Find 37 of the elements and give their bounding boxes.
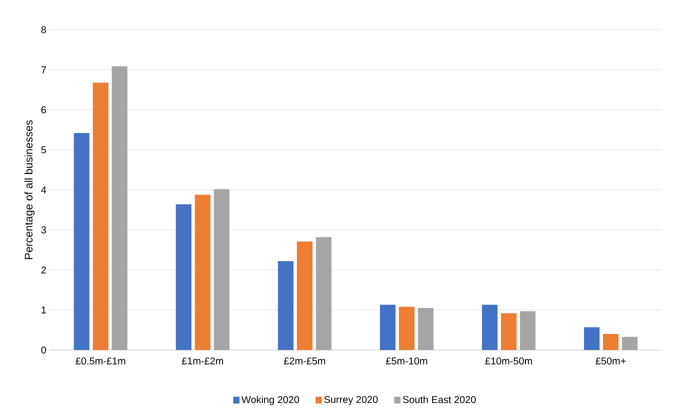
y-tick-label: 4	[41, 186, 46, 194]
bar	[500, 313, 517, 350]
bar	[194, 194, 210, 350]
bar	[380, 304, 396, 350]
bar	[584, 327, 600, 350]
bar	[112, 66, 128, 350]
x-tick-label: £2m-£5m	[284, 357, 326, 364]
x-tick-label: £10m-50m	[485, 357, 532, 364]
bar	[278, 260, 294, 350]
y-tick-label: 6	[41, 106, 46, 114]
bar	[92, 82, 108, 350]
bar	[214, 188, 230, 350]
y-tick-label: 5	[41, 146, 46, 154]
x-tick-label: £1m-£2m	[182, 357, 224, 364]
bar	[418, 308, 434, 350]
bar	[602, 334, 619, 350]
bar	[316, 236, 332, 350]
bar	[398, 306, 415, 350]
x-tick-label: £0.5m-£1m	[76, 357, 126, 364]
bar	[74, 132, 90, 350]
y-tick-label: 0	[41, 346, 46, 354]
y-tick-label: 3	[41, 226, 46, 234]
legend-label: Surrey 2020	[324, 396, 378, 405]
x-tick-label: £5m-10m	[386, 357, 428, 364]
bar	[296, 241, 312, 350]
legend-label: South East 2020	[402, 396, 476, 403]
y-tick-label: 7	[41, 66, 46, 74]
x-tick-label: £50m+	[596, 357, 626, 364]
bar	[520, 311, 536, 350]
legend-label: Woking 2020	[242, 396, 300, 405]
y-tick-label: 8	[41, 26, 46, 34]
bar	[176, 204, 192, 350]
y-axis-title: Percentage of all businesses	[24, 120, 35, 259]
bar	[622, 336, 638, 350]
y-tick-label: 1	[42, 306, 46, 314]
y-tick-label: 2	[41, 266, 46, 274]
bar	[482, 304, 498, 350]
